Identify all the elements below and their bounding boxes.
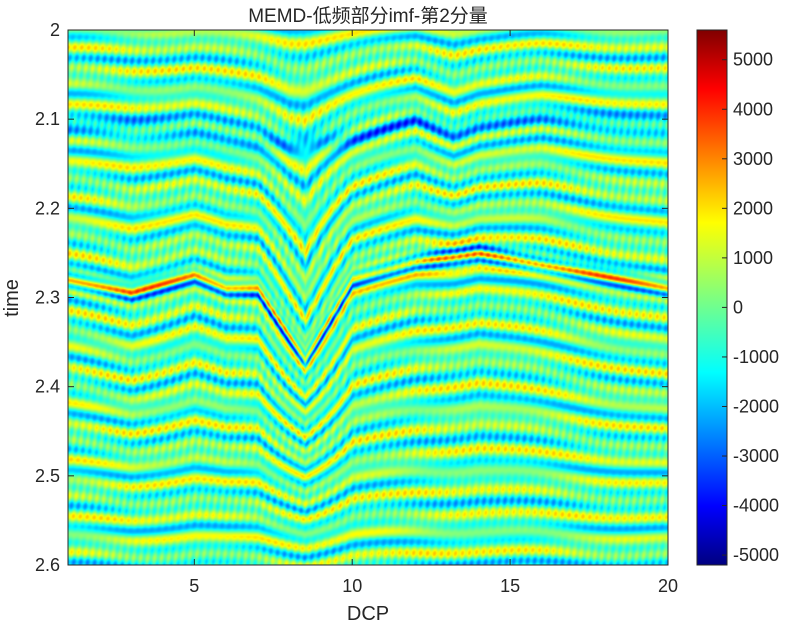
- y-tick-label: 2: [50, 20, 60, 40]
- colorbar-tick-label: -2000: [733, 396, 779, 416]
- colorbar-tick-label: 3000: [733, 149, 773, 169]
- y-tick-label: 2.5: [35, 466, 60, 486]
- colorbar-tick-label: 1000: [733, 248, 773, 268]
- y-tick-label: 2.1: [35, 109, 60, 129]
- colorbar-tick-label: 0: [733, 297, 743, 317]
- plot-area: [67, 29, 669, 566]
- heatmap-field-container: [68, 30, 668, 565]
- x-axis-label: DCP: [347, 603, 389, 625]
- colorbar-tick-label: 5000: [733, 50, 773, 70]
- y-axis-label: time: [1, 279, 23, 317]
- y-axis: 2 2.1 2.2 2.3 2.4 2.5 2.6: [35, 20, 668, 575]
- x-tick-label: 5: [189, 576, 199, 596]
- colorbar-tick-label: 4000: [733, 99, 773, 119]
- x-tick-label: 10: [342, 576, 362, 596]
- chart-title: MEMD-低频部分imf-第2分量: [248, 5, 488, 27]
- colorbar-tick-label: -5000: [733, 545, 779, 565]
- x-tick-label: 15: [500, 576, 520, 596]
- y-tick-label: 2.2: [35, 198, 60, 218]
- y-tick-label: 2.4: [35, 377, 60, 397]
- colorbar-gradient: [696, 29, 728, 566]
- colorbar-ticks: 5000 4000 3000 2000 1000 0 -1000 -2000 -3000 -400…: [722, 50, 779, 565]
- colorbar-tick-label: 2000: [733, 198, 773, 218]
- colorbar: 5000 4000 3000 2000 1000 0 -1000 -2000 -3000 -400…: [696, 29, 779, 566]
- x-tick-label: 20: [658, 576, 678, 596]
- y-tick-label: 2.3: [35, 288, 60, 308]
- colorbar-tick-label: -1000: [733, 347, 779, 367]
- colorbar-tick-label: -3000: [733, 446, 779, 466]
- x-axis: 5 10 15 20: [189, 30, 678, 596]
- y-tick-label: 2.6: [35, 555, 60, 575]
- colorbar-tick-label: -4000: [733, 496, 779, 516]
- seismic-heatmap: [68, 30, 668, 565]
